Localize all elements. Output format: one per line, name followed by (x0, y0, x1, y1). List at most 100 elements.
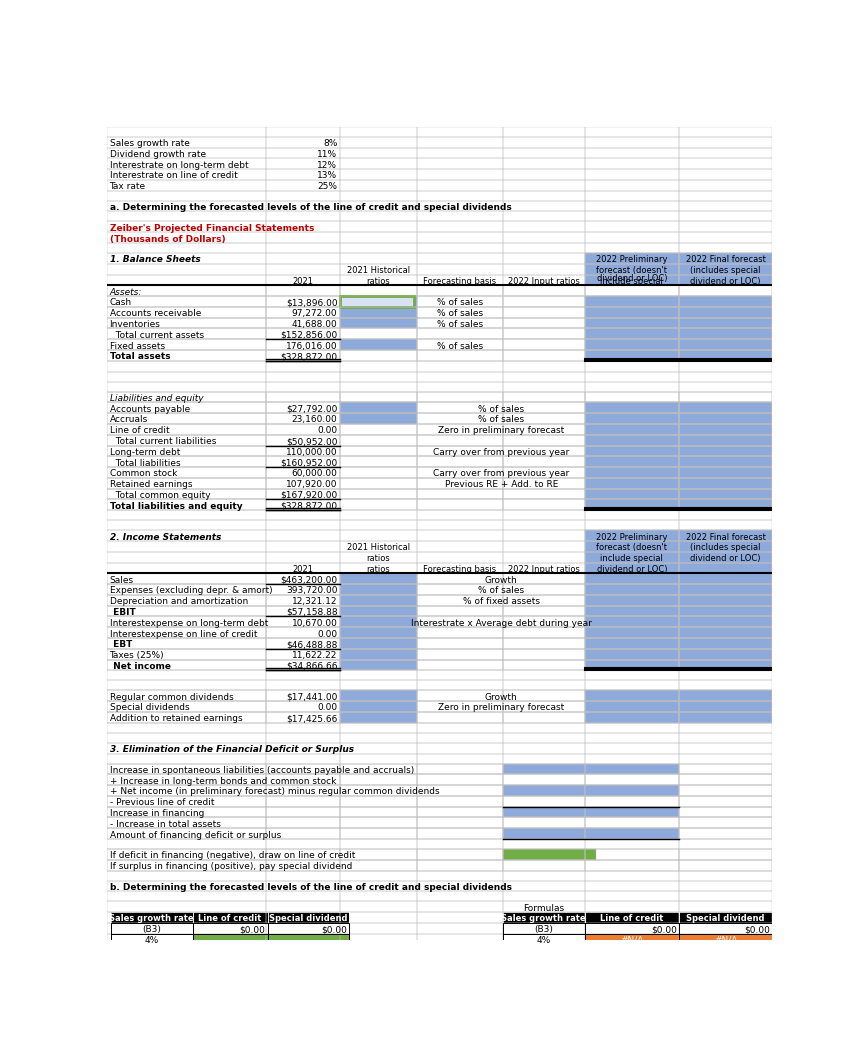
Bar (107, 127, 266, 136)
Text: Common stock: Common stock (110, 469, 177, 478)
Bar (266, 307, 340, 318)
Bar (585, 402, 680, 413)
Bar (503, 318, 585, 328)
Bar (107, 638, 266, 648)
Bar (417, 838, 503, 849)
Bar (417, 285, 503, 296)
Bar (503, 402, 585, 413)
Bar (585, 456, 680, 467)
Bar (107, 606, 266, 617)
Bar (417, 817, 503, 828)
Bar (503, 285, 585, 296)
Bar (503, 701, 585, 712)
Bar (107, 489, 266, 499)
Bar (340, 722, 417, 733)
Bar (340, 870, 417, 881)
Bar (340, 912, 417, 923)
Bar (680, 691, 772, 701)
Bar (266, 530, 340, 541)
Bar (340, 712, 417, 722)
Bar (417, 136, 503, 148)
Bar (680, 489, 772, 499)
Bar (266, 828, 340, 838)
Text: #N/A: #N/A (620, 936, 644, 945)
Bar (680, 763, 772, 774)
Bar (503, 828, 680, 838)
Bar (585, 660, 680, 671)
Bar (266, 870, 340, 881)
Bar (680, 701, 772, 712)
Bar (417, 423, 503, 435)
Bar (503, 296, 585, 307)
Bar (340, 660, 417, 671)
Bar (417, 211, 503, 222)
Bar (340, 392, 417, 402)
Bar (585, 467, 680, 477)
Text: Total assets: Total assets (110, 353, 170, 361)
Bar (680, 402, 772, 413)
Bar (340, 285, 417, 296)
Bar (417, 785, 503, 796)
Text: $328,872.00: $328,872.00 (281, 353, 337, 361)
Bar (503, 361, 585, 372)
Bar (503, 870, 585, 881)
Bar (680, 573, 772, 584)
Bar (340, 446, 417, 456)
Bar (340, 648, 417, 660)
Text: b. Determining the forecasted levels of the line of credit and special dividends: b. Determining the forecasted levels of … (110, 883, 511, 892)
Text: 2022 Final forecast: 2022 Final forecast (686, 256, 765, 264)
Bar (503, 849, 585, 860)
Bar (585, 912, 680, 923)
Bar (585, 253, 680, 285)
Bar (503, 923, 585, 934)
Bar (340, 785, 417, 796)
Bar (266, 296, 340, 307)
Bar (340, 828, 417, 838)
Bar (340, 307, 417, 318)
Bar (680, 127, 772, 136)
Bar (266, 849, 340, 860)
Bar (107, 477, 266, 489)
Bar (107, 467, 266, 477)
Bar (585, 127, 680, 136)
Bar (680, 870, 772, 881)
Bar (340, 691, 417, 701)
Bar (503, 934, 585, 944)
Bar (680, 456, 772, 467)
Bar (266, 489, 340, 499)
Bar (680, 701, 772, 712)
Bar (417, 222, 503, 232)
Bar (107, 423, 266, 435)
Bar (266, 573, 340, 584)
Text: Special dividend: Special dividend (686, 914, 765, 923)
Text: $0.00: $0.00 (744, 925, 770, 935)
Bar (585, 232, 680, 243)
Text: % of sales: % of sales (437, 299, 483, 307)
Bar (340, 350, 417, 361)
Bar (266, 563, 340, 573)
Bar (680, 296, 772, 307)
Bar (340, 638, 417, 648)
Bar (266, 638, 340, 648)
Bar (417, 253, 503, 264)
Bar (503, 211, 585, 222)
Bar (340, 754, 417, 763)
Bar (107, 870, 266, 881)
Bar (340, 606, 417, 617)
Bar (680, 392, 772, 402)
Text: Tax rate: Tax rate (110, 182, 146, 191)
Bar (503, 521, 585, 530)
Bar (585, 446, 680, 456)
Bar (417, 712, 503, 722)
Text: Zero in preliminary forecast: Zero in preliminary forecast (438, 703, 565, 713)
Bar (340, 296, 417, 307)
Bar (680, 660, 772, 671)
Bar (417, 671, 503, 680)
Bar (503, 573, 585, 584)
Bar (680, 638, 772, 648)
Bar (107, 712, 266, 722)
Bar (340, 817, 417, 828)
Bar (680, 499, 772, 510)
Text: 0.00: 0.00 (317, 703, 337, 713)
Bar (266, 456, 340, 467)
